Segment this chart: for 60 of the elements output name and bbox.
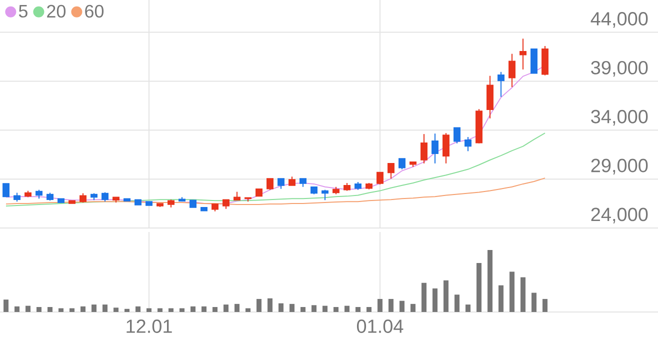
bar: [422, 282, 427, 312]
bar: [268, 298, 273, 312]
bar: [256, 298, 262, 312]
bar: [520, 277, 526, 312]
bar: [344, 306, 350, 312]
bar: [542, 298, 548, 312]
y-tick-label: 39,000: [591, 60, 648, 77]
bar: [180, 308, 185, 312]
bar: [224, 304, 229, 312]
bar: [190, 306, 196, 312]
bar: [432, 288, 438, 312]
bar: [48, 307, 53, 312]
bar: [466, 304, 471, 312]
bar: [234, 304, 240, 312]
x-tick-label: 12.01: [126, 320, 172, 333]
bar: [158, 308, 163, 312]
y-tick-label: 34,000: [591, 110, 648, 126]
bar: [334, 307, 339, 312]
bar: [290, 304, 295, 312]
bar: [322, 306, 328, 312]
bar: [300, 307, 306, 312]
bar: [388, 298, 394, 312]
bar: [202, 306, 207, 312]
bar: [510, 272, 514, 312]
bar: [146, 308, 152, 312]
bar: [168, 308, 174, 312]
bar: [444, 280, 449, 312]
bar: [454, 294, 460, 312]
bar: [410, 304, 416, 312]
bar: [532, 292, 536, 312]
bar: [80, 306, 86, 312]
y-tick-label: 24,000: [591, 208, 648, 224]
x-tick-label: 01.04: [356, 320, 404, 333]
bar: [498, 285, 504, 312]
bar: [14, 306, 20, 312]
bar: [70, 308, 75, 312]
bar: [136, 306, 141, 312]
bar: [246, 308, 251, 312]
bar: [488, 250, 492, 312]
bar: [58, 308, 64, 312]
bar: [4, 300, 9, 312]
bar: [278, 303, 284, 312]
legend-label: 60: [85, 4, 104, 18]
bar: [36, 307, 42, 312]
bar: [212, 307, 218, 312]
bar: [92, 304, 97, 312]
bar: [124, 308, 130, 312]
bar: [366, 307, 372, 312]
bar: [102, 304, 108, 312]
y-tick-label: 44,000: [590, 12, 648, 28]
bar: [26, 306, 31, 312]
bar: [312, 305, 317, 312]
bar: [356, 307, 361, 312]
y-tick-label: 29,000: [591, 158, 648, 174]
legend-label: 5: [18, 4, 28, 18]
legend-label: 20: [47, 4, 66, 18]
bar: [400, 300, 405, 312]
bar: [114, 308, 119, 312]
bar: [476, 263, 482, 312]
bar: [378, 298, 383, 312]
